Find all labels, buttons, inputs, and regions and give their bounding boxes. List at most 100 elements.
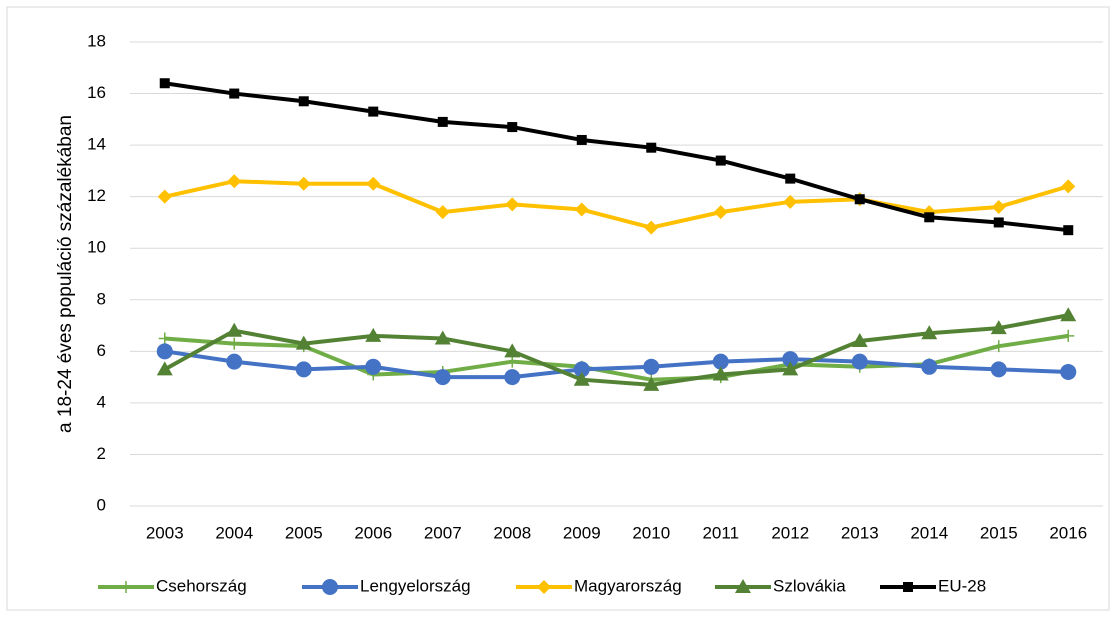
x-tick-label: 2004 (215, 523, 253, 542)
x-tick-label: 2014 (910, 523, 948, 542)
marker (1061, 179, 1076, 194)
marker (990, 361, 1007, 378)
marker (643, 358, 660, 375)
marker (434, 369, 451, 386)
marker (1060, 307, 1077, 322)
marker (437, 116, 448, 127)
marker (226, 322, 243, 337)
marker (157, 189, 172, 204)
series-line (163, 313, 1069, 387)
marker (506, 355, 519, 368)
marker (903, 582, 913, 592)
marker (298, 96, 309, 107)
marker (921, 358, 938, 375)
marker (296, 176, 311, 191)
marker (992, 340, 1005, 353)
marker (643, 376, 660, 391)
marker (782, 361, 799, 376)
marker (851, 333, 868, 348)
x-tick-label: 2009 (563, 523, 601, 542)
marker (156, 361, 173, 376)
y-tick-label: 2 (97, 444, 106, 463)
marker (573, 361, 590, 378)
x-tick-label: 2012 (771, 523, 809, 542)
x-tick-label: 2003 (146, 523, 184, 542)
x-tick-label: 2011 (702, 523, 739, 542)
marker (537, 580, 551, 594)
marker (295, 361, 312, 378)
marker (576, 134, 587, 145)
marker (921, 325, 938, 340)
marker (1063, 225, 1074, 236)
x-tick-label: 2016 (1049, 523, 1087, 542)
marker (295, 335, 312, 350)
x-tick-label: 2008 (493, 523, 531, 542)
marker (782, 351, 799, 368)
y-tick-label: 8 (97, 289, 106, 308)
y-tick-label: 12 (87, 186, 106, 205)
marker (366, 176, 381, 191)
x-tick-label: 2015 (980, 523, 1018, 542)
marker (120, 581, 132, 593)
marker (365, 358, 382, 375)
marker (505, 197, 520, 212)
marker (646, 142, 657, 153)
y-tick-label: 6 (97, 341, 106, 360)
marker (851, 353, 868, 370)
y-tick-label: 14 (87, 135, 106, 154)
marker (159, 78, 170, 89)
marker (990, 320, 1007, 335)
marker (322, 579, 338, 595)
series-line (164, 349, 1069, 380)
marker (365, 327, 382, 342)
marker (735, 579, 751, 593)
y-tick-label: 0 (97, 495, 106, 514)
y-axis-label: a 18-24 éves populáció százalékában (55, 115, 76, 433)
marker (715, 155, 726, 166)
marker (785, 173, 796, 184)
marker (993, 217, 1004, 228)
marker (226, 353, 243, 370)
marker (712, 366, 729, 381)
marker (227, 174, 242, 189)
marker (924, 212, 935, 223)
series-line (164, 81, 1069, 233)
x-tick-label: 2010 (632, 523, 670, 542)
legend-label: Magyarország (574, 576, 682, 595)
marker (156, 343, 173, 360)
marker (507, 122, 518, 133)
marker (712, 353, 729, 370)
marker (713, 205, 728, 220)
legend-label: Szlovákia (773, 576, 846, 595)
marker (991, 199, 1006, 214)
chart-border (6, 6, 1110, 611)
marker (783, 194, 798, 209)
marker (1062, 329, 1075, 342)
marker (368, 106, 379, 117)
marker (854, 194, 865, 205)
y-tick-label: 18 (87, 31, 106, 50)
marker (574, 202, 589, 217)
marker (644, 220, 659, 235)
marker (504, 343, 521, 358)
marker (434, 330, 451, 345)
x-tick-label: 2007 (424, 523, 462, 542)
x-tick-label: 2013 (841, 523, 879, 542)
marker (158, 332, 171, 345)
marker (1060, 363, 1077, 380)
y-tick-label: 16 (87, 83, 106, 102)
legend-label: Csehország (156, 576, 247, 595)
series-line (164, 179, 1069, 230)
x-tick-label: 2005 (285, 523, 323, 542)
x-tick-label: 2006 (354, 523, 392, 542)
y-tick-label: 10 (87, 238, 106, 257)
marker (228, 337, 241, 350)
marker (504, 369, 521, 386)
marker (573, 371, 590, 386)
legend-label: Lengyelország (360, 576, 471, 595)
y-tick-label: 4 (97, 392, 106, 411)
marker (435, 205, 450, 220)
legend-label: EU-28 (938, 576, 986, 595)
